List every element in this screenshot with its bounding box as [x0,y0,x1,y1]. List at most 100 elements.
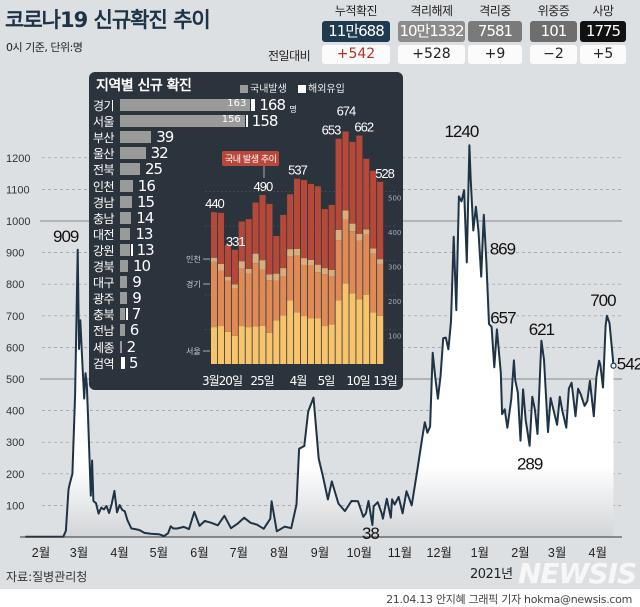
x-tick-label: 5월 [150,546,168,560]
stacked-bar-segment-서울 [314,318,321,364]
stacked-bar-segment-기타 [377,181,384,260]
stacked-bar-segment-기타 [259,194,266,261]
x-tick-label: 8월 [270,546,288,560]
stacked-bar-segment-서울 [224,331,231,364]
y-tick-label: 700 [6,311,24,323]
region-domestic-bar [120,243,130,256]
region-domestic-bar [120,147,146,160]
region-label: 부산 [93,131,115,146]
stacked-bar-segment-경기 [259,269,266,326]
stacked-bar-segment-기타 [211,212,218,258]
stacked-bar-segment-기타 [287,194,294,250]
stacked-bar-segment-경기 [224,280,231,332]
x-tick-label: 10월 [347,546,372,560]
stat-label: 격리해제 [410,4,453,18]
region-total-label: 13 [135,224,153,243]
region-label: 충북 [93,308,115,323]
stacked-bar-segment-인천 [342,210,349,220]
x-tick-label: 3월 [548,546,566,560]
region-total-label: 158 [251,112,279,131]
stacked-bar-segment-경기 [245,273,252,328]
legend-swatch-icon [298,85,306,93]
stacked-bar-segment-서울 [217,326,225,364]
legend-label: 해외유입 [308,84,345,95]
stacked-bar-segment-경기 [349,231,356,294]
legend-label: 국내발생 [250,84,287,95]
x-tick-label: 12월 [427,546,452,560]
data-label: 621 [529,320,555,339]
stacked-bar-segment-인천 [287,249,294,257]
region-label: 전북 [93,163,115,178]
x-tick-label: 11월 [388,546,412,560]
stacked-bar-segment-기타 [335,138,342,230]
inset-value-label: 674 [337,103,356,118]
stacked-bar-segment-기타 [238,221,245,262]
inset-value-label: 331 [226,234,245,249]
stacked-bar-segment-인천 [321,268,328,275]
stacked-bar-segment-경기 [300,264,308,317]
region-total-label: 14 [136,208,154,227]
stacked-bar-segment-기타 [370,170,377,249]
inset-value-label: 537 [288,163,307,178]
region-imported-bar [125,308,128,321]
region-imported-bar [251,99,256,111]
stacked-bar-segment-경기 [363,234,370,295]
y-tick-label: 600 [6,342,24,354]
x-tick-label: 7월 [230,546,248,560]
stacked-bar-segment-서울 [280,315,287,364]
series-side-label: 서울 [186,347,201,356]
x-tick-label: 4월 [110,546,128,560]
stacked-bar-segment-경기 [217,270,225,327]
stacked-bar-segment-인천 [280,268,287,277]
region-domestic-bar [120,292,128,305]
stacked-bar-segment-서울 [377,315,384,364]
stat-value: 1775 [580,21,626,42]
stacked-bar-segment-기타 [273,236,280,274]
daily-cases-line [25,144,615,538]
stacked-bar-segment-서울 [370,312,377,364]
stacked-bar-segment-서울 [363,295,370,364]
stat-value: 11만688 [322,21,390,42]
series-side-label: 인천 [186,254,201,264]
stacked-bar-segment-서울 [307,318,314,364]
inset-y-tick-label: 400 [388,229,401,237]
region-imported-bar [121,356,125,369]
stacked-bar-segment-기타 [252,202,259,254]
region-label: 충남 [93,211,115,226]
region-domestic-bar [120,324,125,337]
series-side-label: 경기 [186,279,201,289]
region-domestic-bar [120,260,128,272]
region-label: 광주 [93,292,115,307]
stacked-bar-segment-인천 [224,276,231,281]
stacked-bar-segment-기타 [217,212,225,264]
stacked-bar-segment-인천 [273,273,280,281]
stacked-bar-segment-인천 [211,257,218,262]
stacked-bar-segment-경기 [231,288,238,336]
region-domestic-bar [120,227,131,240]
stacked-bar-segment-인천 [307,259,314,266]
region-total-label: 9 [132,273,141,292]
stacked-bar-segment-기타 [363,158,370,230]
data-label: 542 [617,355,640,374]
stacked-bar-segment-서울 [328,324,335,364]
y-tick-label: 400 [6,406,24,418]
y-tick-label: 500 [6,374,24,386]
stacked-bar-segment-서울 [273,320,280,364]
stacked-bar-segment-경기 [321,274,328,327]
region-domestic-bar [120,179,133,192]
data-label: 38 [362,524,379,543]
region-total-label: 10 [133,257,151,275]
region-domestic-bar [120,211,132,224]
stacked-bar-segment-경기 [266,280,273,333]
region-label: 대구 [93,276,115,291]
region-label: 세종 [93,340,115,355]
region-total-label: 25 [145,160,163,179]
inset-x-tick-label: 10일 [346,374,369,388]
domestic-trend-tag: 국내 발생 추이 [222,151,280,166]
region-label: 인천 [93,179,115,194]
region-imported-bar [245,115,248,128]
unit-label: 명 [289,105,297,114]
data-label: 1240 [444,122,478,141]
newsis-watermark-logo: NEWSIS [518,557,637,590]
stacked-bar-segment-기타 [280,214,287,269]
